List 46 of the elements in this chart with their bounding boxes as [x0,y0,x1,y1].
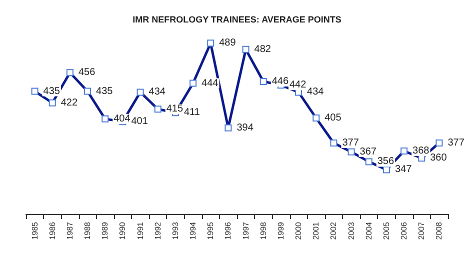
data-label: 360 [430,152,448,164]
data-label: 401 [131,116,148,128]
x-tick-label: 2001 [312,221,321,240]
data-label: 405 [324,112,342,124]
data-label: 368 [412,146,430,156]
x-tick-label: 1988 [83,221,92,240]
data-label: 377 [448,137,465,148]
data-label: 435 [96,86,114,97]
x-tick-label: 1985 [30,221,40,240]
chart-title: IMR NEFROLOGY TRAINEES: AVERAGE POINTS [132,14,342,24]
x-tick-label: 1992 [153,221,162,240]
x-tick-label: 2002 [329,221,338,240]
data-label: 394 [236,122,254,134]
data-label: 456 [78,67,96,78]
x-tick-label: 1986 [48,221,57,240]
x-tick-label: 1989 [100,221,110,240]
data-label: 482 [254,44,272,55]
x-tick-label: 1997 [241,221,250,240]
data-label: 442 [289,80,307,91]
x-tick-label: 1991 [136,221,145,240]
x-tick-label: 1996 [224,221,233,240]
x-tick-label: 1990 [118,221,128,240]
x-tick-label: 1987 [65,221,74,240]
data-label: 489 [219,38,236,49]
data-label: 444 [202,78,219,89]
data-label: 377 [342,137,360,148]
x-tick-label: 2004 [364,221,374,240]
x-tick-label: 2008 [434,221,444,240]
data-label: 411 [184,107,200,118]
x-tick-label: 2006 [400,221,409,240]
x-tick-label: 2005 [382,221,391,240]
x-tick-label: 2003 [346,221,356,240]
data-label: 367 [360,146,377,158]
data-label: 434 [148,86,166,98]
data-label: 347 [394,164,412,176]
x-tick-label: 1994 [188,221,198,240]
x-tick-label: 2007 [417,221,426,240]
x-tick-label: 1999 [276,221,286,240]
x-tick-label: 1993 [170,221,180,240]
x-tick-label: 2000 [294,221,304,240]
data-label: 422 [60,97,78,108]
data-label: 435 [43,86,60,97]
x-tick-label: 1998 [258,221,268,240]
data-label: 434 [307,86,324,98]
data-label: 356 [377,156,394,168]
x-tick-label: 1995 [206,221,216,240]
